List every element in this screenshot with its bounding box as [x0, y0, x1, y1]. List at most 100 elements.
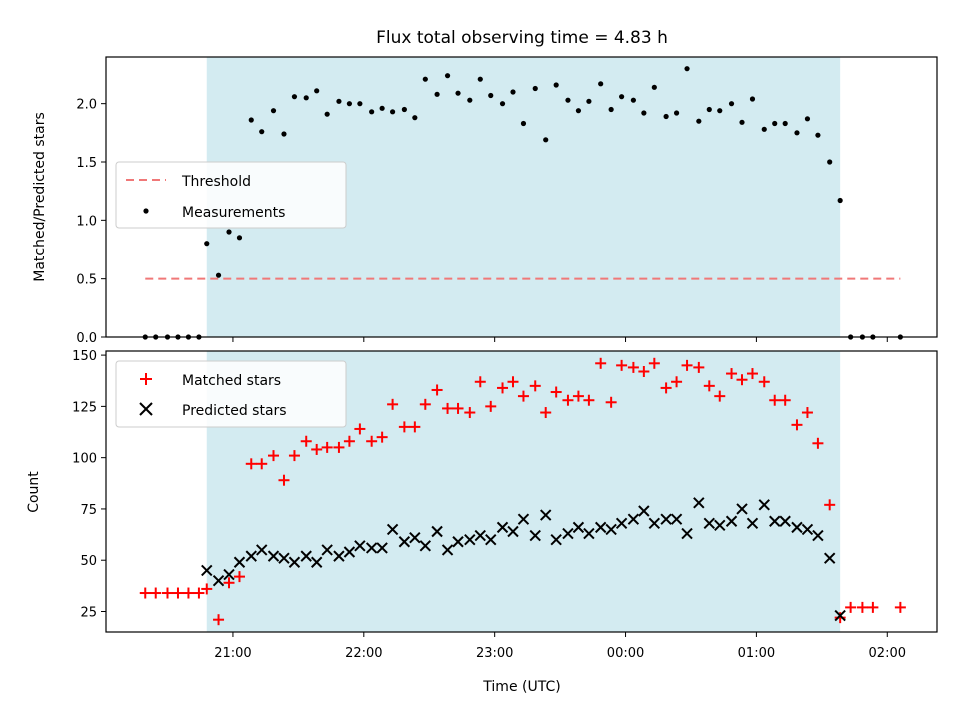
counts-legend: Matched stars Predicted stars [115, 360, 347, 428]
measurement-point [510, 89, 516, 95]
measurement-point [467, 97, 473, 103]
measurement-point [717, 108, 723, 114]
matched-star-point [638, 366, 650, 378]
matched-star-point [834, 612, 846, 624]
predicted-star-point [419, 540, 432, 552]
matched-star-point [812, 437, 824, 449]
ratio-plot-frame [105, 56, 938, 338]
measurement-point [782, 120, 788, 127]
measurement-point [663, 113, 669, 120]
predicted-star-point [441, 544, 454, 556]
predicted-star-point [801, 523, 814, 536]
matched-star-point [452, 402, 464, 414]
predicted-star-point [507, 525, 519, 538]
measurement-point [303, 95, 309, 101]
measurement-point [236, 235, 243, 241]
measurement-point [270, 108, 277, 114]
measurement-point [281, 131, 287, 137]
predicted-star-point [354, 540, 366, 552]
matched-star-point [746, 368, 758, 380]
matched-star-point [583, 394, 595, 406]
measurement-point [379, 105, 385, 111]
measurement-point [412, 115, 418, 121]
matched-star-point [736, 374, 748, 386]
matched-star-point [321, 441, 333, 453]
measurement-point [641, 110, 647, 116]
predicted-star-point [201, 564, 213, 577]
measurement-point [324, 111, 330, 117]
measurement-point [434, 91, 440, 97]
measurement-point [696, 118, 702, 124]
ratio-measurement-points [142, 66, 903, 340]
matched-star-point [726, 368, 738, 380]
matched-star-point [616, 359, 628, 371]
legend-predicted-swatch [139, 402, 153, 416]
predicted-star-point [529, 529, 541, 542]
measurement-point [608, 106, 614, 113]
x-tick-label: 21:00 [214, 646, 251, 661]
counts-y-tick-label: 125 [72, 400, 97, 415]
matched-star-point [278, 474, 290, 486]
legend-matched-label: Matched stars [182, 373, 281, 389]
matched-star-point [464, 407, 476, 419]
counts-y-tick-label: 25 [80, 605, 97, 620]
matched-star-point [223, 577, 235, 589]
matched-star-point [268, 450, 280, 462]
predicted-star-point [452, 536, 464, 548]
predicted-star-point [746, 517, 759, 529]
matched-star-point [779, 394, 791, 406]
measurement-point [684, 66, 690, 72]
x-tick-label: 22:00 [345, 646, 382, 661]
measurement-point [598, 81, 604, 87]
predicted-star-point [638, 505, 650, 517]
measurement-point [444, 73, 451, 79]
predicted-star-point [714, 519, 726, 532]
matched-star-point [660, 382, 672, 394]
predicted-star-point [660, 513, 672, 525]
measurement-point [827, 159, 833, 165]
matched-star-point [856, 601, 868, 613]
predicted-star-point [386, 523, 399, 536]
x-tick-label: 00:00 [607, 646, 644, 661]
counts-y-tick-label: 75 [80, 503, 97, 518]
measurement-point [739, 119, 745, 125]
matched-star-point [343, 435, 355, 447]
predicted-star-point [736, 503, 748, 515]
measurement-point [837, 197, 843, 204]
measurement-point [520, 120, 527, 127]
measurement-point [728, 101, 735, 107]
counts-y-tick-label: 100 [72, 452, 97, 467]
measurement-point [226, 229, 232, 235]
matched-star-point [894, 601, 906, 613]
matched-star-point [845, 601, 857, 613]
matched-star-point [769, 394, 781, 406]
predicted-star-point [485, 533, 497, 546]
measurement-point [749, 96, 756, 102]
matched-star-point [801, 407, 813, 419]
predicted-star-point [288, 556, 301, 568]
matched-star-point [507, 376, 519, 388]
counts-plot-frame [105, 350, 938, 633]
predicted-star-point [670, 513, 683, 525]
matched-star-point [550, 386, 562, 398]
predicted-stars-points [201, 497, 846, 622]
matched-star-point [562, 394, 574, 406]
matched-star-point [398, 421, 410, 433]
matched-star-point [824, 499, 836, 511]
predicted-star-point [594, 521, 607, 534]
matched-star-point [311, 443, 323, 455]
measurement-point [565, 97, 571, 103]
measurement-point [346, 101, 353, 107]
predicted-star-point [464, 533, 476, 546]
measurement-point [204, 241, 210, 247]
measurement-point [543, 137, 549, 143]
matched-star-point [595, 357, 607, 369]
legend-measurements-swatch [143, 208, 149, 214]
x-tick-label: 01:00 [738, 646, 775, 661]
predicted-star-point [233, 556, 246, 568]
matched-star-point [139, 587, 151, 599]
predicted-star-point [615, 517, 628, 529]
predicted-star-point [834, 609, 846, 622]
measurement-point [477, 76, 483, 82]
matched-star-point [333, 441, 345, 453]
